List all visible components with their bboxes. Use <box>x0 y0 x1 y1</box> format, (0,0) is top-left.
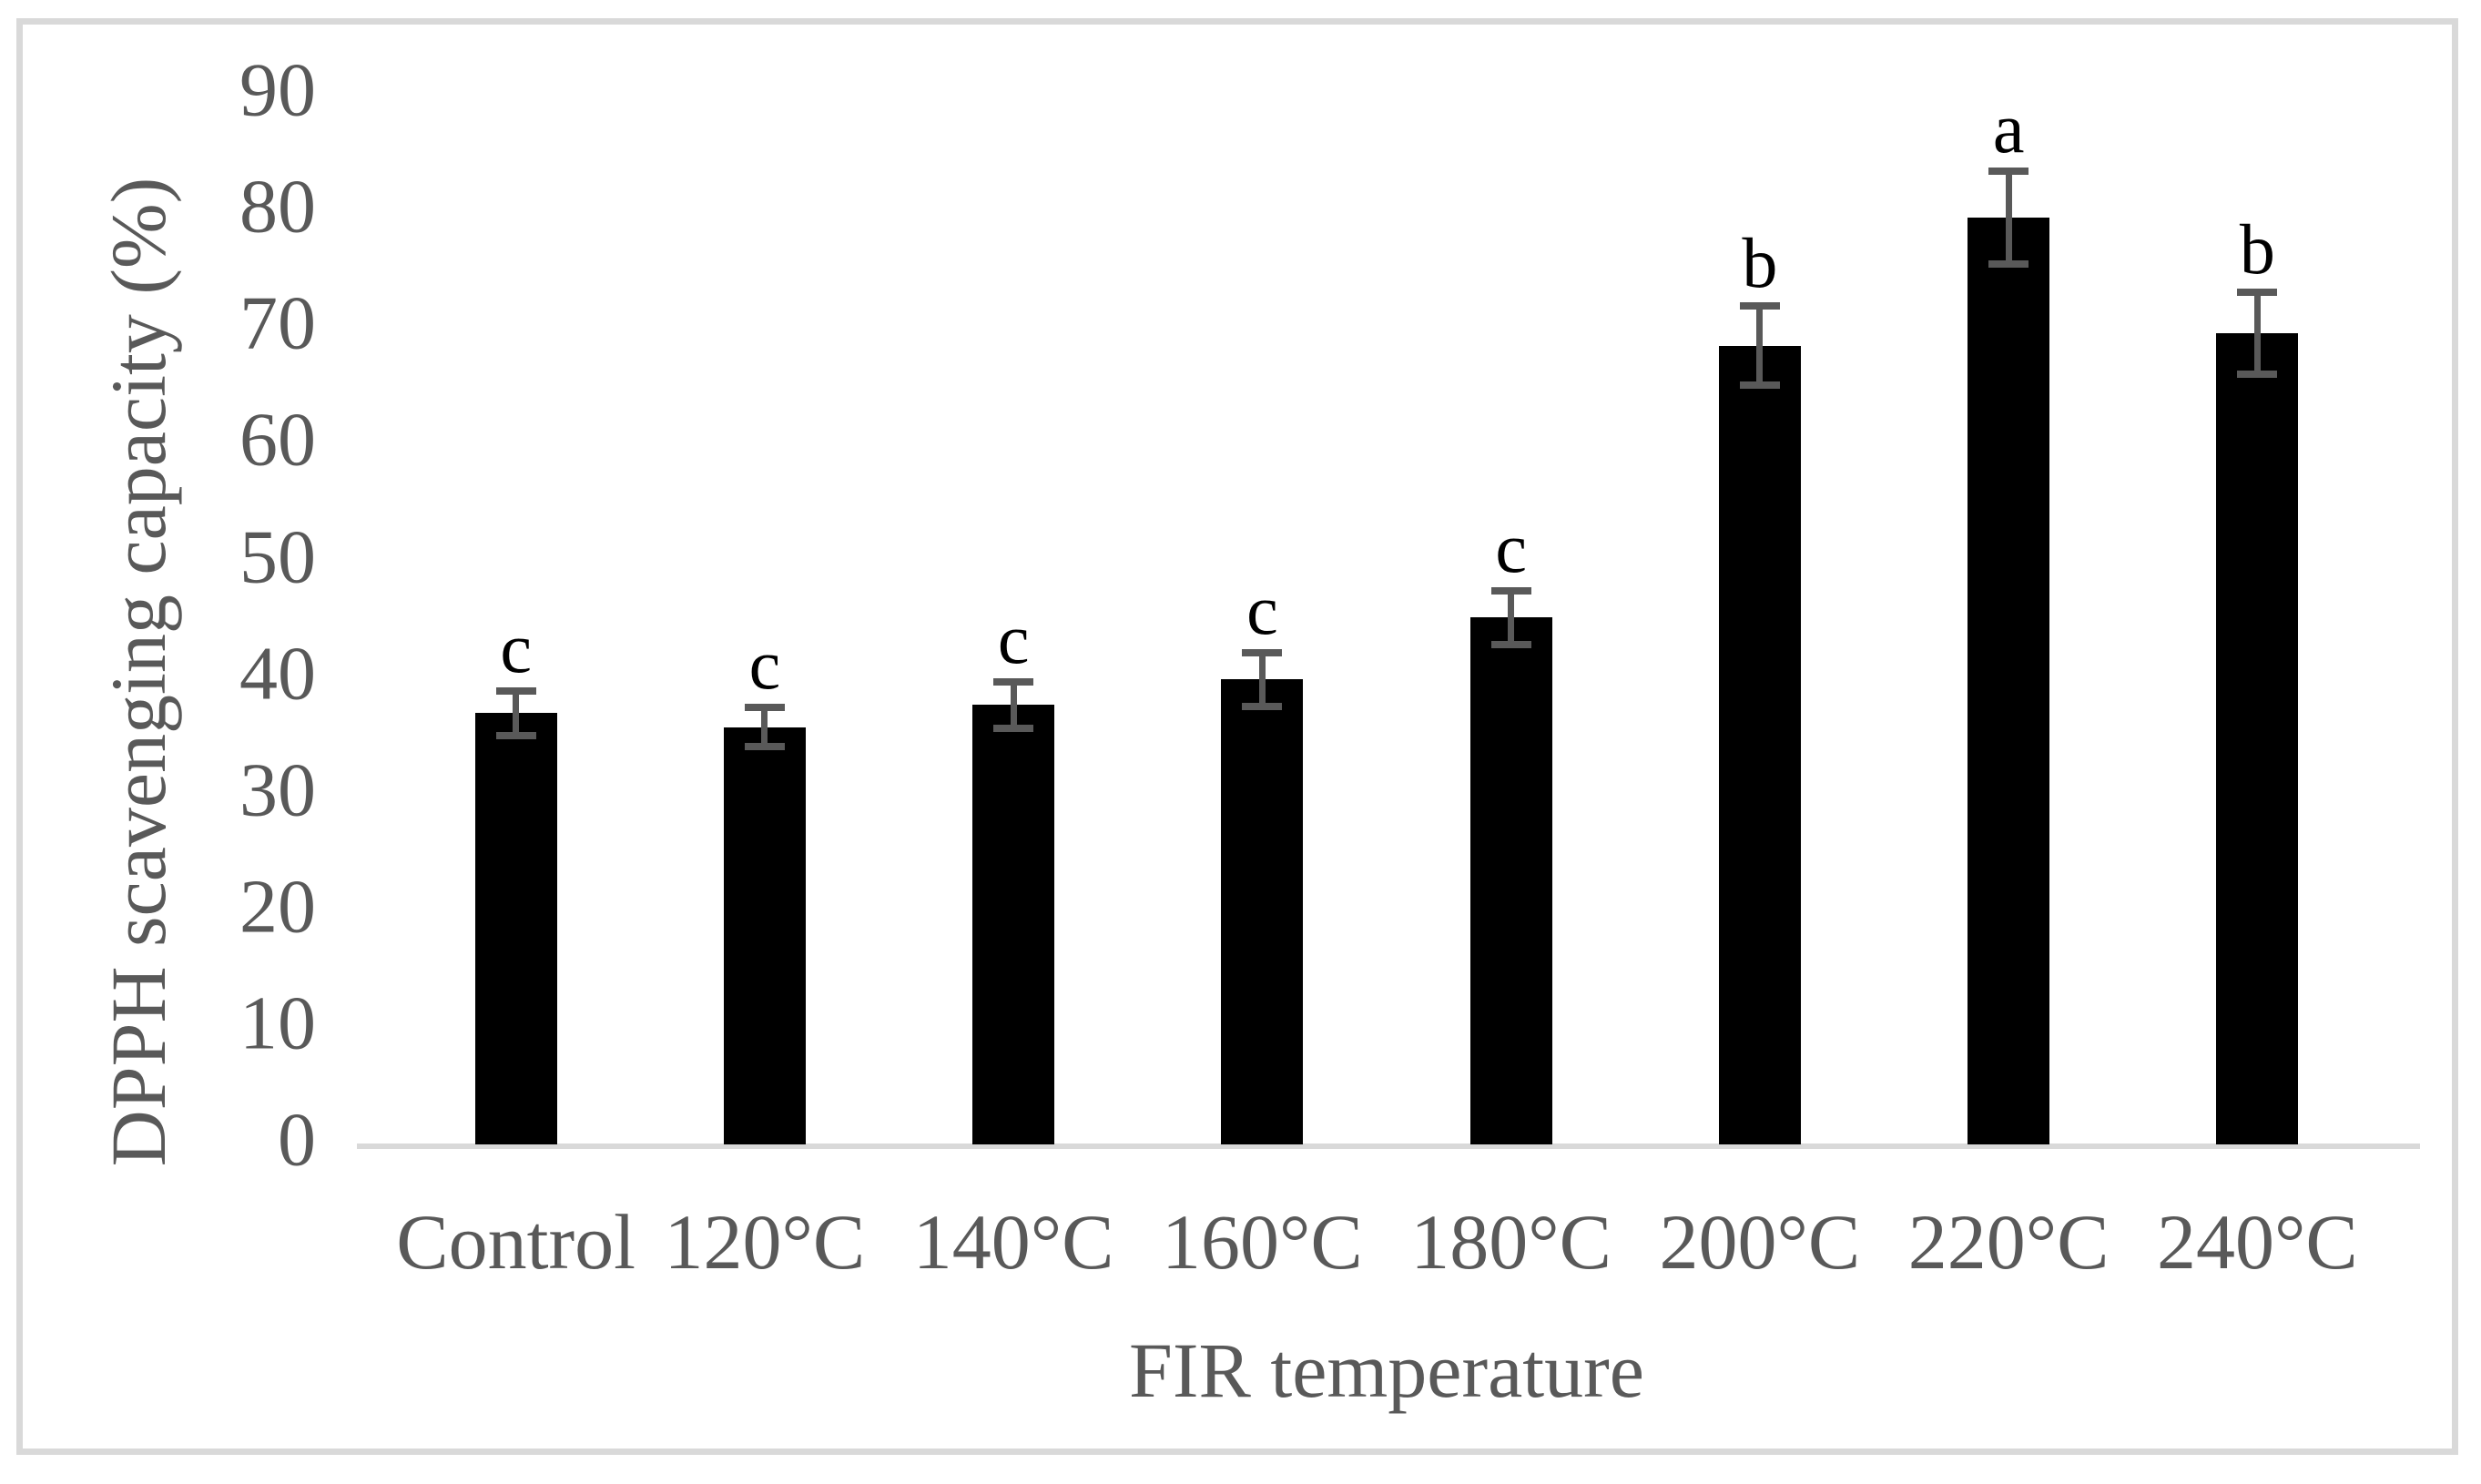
error-bar <box>1508 590 1515 645</box>
error-bar-bottom-cap <box>1739 381 1780 390</box>
significance-letter: b <box>2239 208 2275 289</box>
x-axis-category-label: 180°C <box>1410 1198 1612 1286</box>
error-bar-top-cap <box>1490 586 1531 595</box>
y-axis-tick-label: 30 <box>239 747 316 833</box>
bar <box>1469 617 1552 1144</box>
x-axis-category-label: Control <box>396 1198 636 1286</box>
y-axis-tick-label: 0 <box>278 1097 316 1183</box>
error-bar-bottom-cap <box>744 743 785 751</box>
error-bar-top-cap <box>1739 302 1780 310</box>
x-axis-category-label: 160°C <box>1161 1198 1363 1286</box>
x-axis-category-label: 240°C <box>2156 1198 2358 1286</box>
error-bar-top-cap <box>744 703 785 711</box>
error-bar-top-cap <box>1242 648 1283 656</box>
bar <box>474 713 557 1144</box>
figure-border <box>16 18 2458 1455</box>
y-axis-tick-label: 20 <box>239 864 316 950</box>
error-bar <box>761 706 768 747</box>
x-axis-line <box>357 1143 2420 1149</box>
bar <box>723 727 806 1144</box>
significance-letter: c <box>1495 507 1527 587</box>
error-bar-top-cap <box>495 686 536 695</box>
significance-letter: c <box>500 607 532 687</box>
error-bar <box>513 690 520 736</box>
error-bar-top-cap <box>2237 288 2278 296</box>
significance-letter: c <box>748 624 781 704</box>
error-bar <box>2005 170 2012 265</box>
significance-letter: a <box>1992 87 2025 168</box>
y-axis-tick-label: 60 <box>239 398 316 483</box>
significance-letter: c <box>1246 569 1278 649</box>
y-axis-tick-label: 90 <box>239 47 316 133</box>
error-bar-bottom-cap <box>495 731 536 739</box>
error-bar-top-cap <box>993 677 1034 686</box>
y-axis-tick-label: 40 <box>239 631 316 717</box>
significance-letter: c <box>997 598 1030 678</box>
error-bar <box>1756 306 1764 386</box>
x-axis-title: FIR temperature <box>1129 1326 1644 1414</box>
bar <box>2216 332 2299 1144</box>
y-axis-tick-label: 70 <box>239 280 316 366</box>
error-bar-top-cap <box>1988 167 2029 175</box>
x-axis-category-label: 120°C <box>664 1198 866 1286</box>
bar <box>972 705 1055 1144</box>
error-bar <box>1010 681 1017 728</box>
bar <box>1718 345 1801 1144</box>
bar <box>1221 679 1304 1144</box>
error-bar <box>1258 652 1266 706</box>
y-axis-tick-label: 80 <box>239 164 316 249</box>
error-bar-bottom-cap <box>1988 260 2029 269</box>
error-bar-bottom-cap <box>1490 640 1531 648</box>
error-bar-bottom-cap <box>993 724 1034 732</box>
x-axis-category-label: 220°C <box>1907 1198 2110 1286</box>
significance-letter: b <box>1742 223 1778 303</box>
bar <box>1968 217 2050 1144</box>
y-axis-tick-label: 10 <box>239 981 316 1066</box>
error-bar-bottom-cap <box>2237 370 2278 378</box>
x-axis-category-label: 200°C <box>1659 1198 1861 1286</box>
x-axis-category-label: 140°C <box>912 1198 1114 1286</box>
y-axis-tick-label: 50 <box>239 514 316 600</box>
error-bar-bottom-cap <box>1242 702 1283 710</box>
error-bar <box>2253 291 2261 374</box>
